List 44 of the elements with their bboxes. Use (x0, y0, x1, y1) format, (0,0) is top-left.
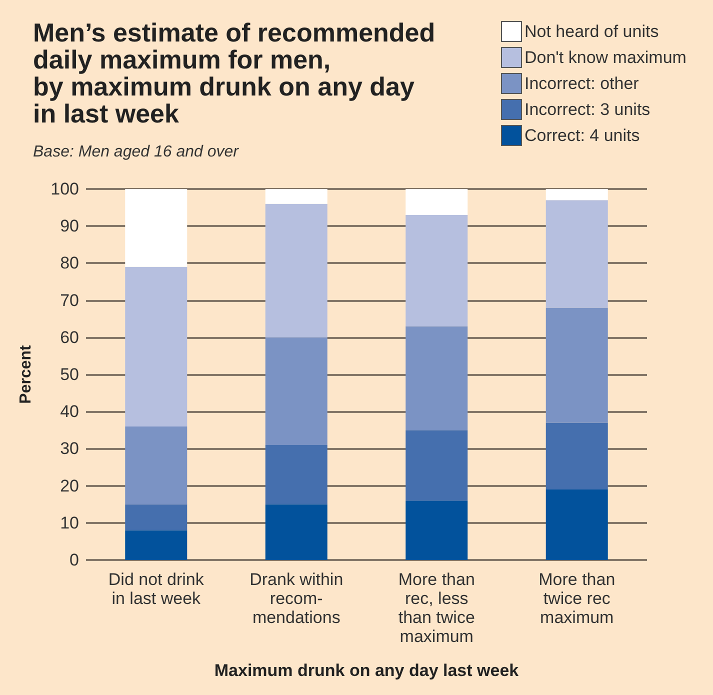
bar (265, 189, 328, 204)
bar (546, 422, 608, 490)
bar (546, 189, 608, 200)
y-tick-label: 90 (60, 216, 79, 236)
x-tick-label: Drank within recom- mendations (250, 570, 344, 627)
bar (125, 189, 188, 267)
y-tick-label: 40 (60, 402, 79, 422)
bar (406, 500, 468, 560)
x-axis-title: Maximum drunk on any day last week (214, 661, 520, 680)
chart-subtitle: Base: Men aged 16 and over (33, 144, 240, 160)
legend-label: Don't know maximum (524, 48, 686, 67)
y-axis-title: Percent (18, 344, 34, 404)
bar (406, 214, 468, 326)
bar (125, 266, 188, 426)
bar (125, 504, 188, 530)
bar (265, 444, 328, 504)
y-tick-label: 50 (60, 365, 79, 384)
bar (125, 426, 188, 504)
bar (265, 504, 328, 560)
y-tick-label: 10 (60, 513, 79, 532)
x-tick-label: More than rec, less than twice maximum (398, 570, 475, 646)
bar (265, 337, 328, 445)
bar (406, 430, 468, 501)
legend-label: Not heard of units (524, 22, 659, 41)
x-tick-label: Did not drink in last week (108, 570, 204, 608)
y-tick-label: 30 (60, 439, 79, 458)
y-tick-label: 100 (50, 180, 79, 198)
bar (406, 326, 468, 430)
y-tick-label: 80 (60, 254, 79, 273)
chart-title: Men’s estimate of recommended daily maximum for men, by maximum drunk on any day in last week (33, 18, 436, 128)
bar (546, 490, 608, 560)
legend-label: Incorrect: other (524, 74, 640, 93)
y-tick-label: 60 (60, 328, 79, 347)
bar (265, 204, 328, 338)
y-tick-label: 20 (60, 476, 79, 496)
legend-label: Incorrect: 3 units (524, 100, 650, 119)
y-tick-label: 70 (60, 290, 79, 310)
bar (406, 189, 468, 215)
bar (546, 308, 608, 423)
y-tick-label: 0 (70, 550, 79, 570)
bar (546, 200, 608, 308)
bar (125, 530, 188, 560)
legend-label: Correct: 4 units (524, 126, 640, 145)
x-tick-label: More than twice rec maximum (538, 570, 616, 627)
